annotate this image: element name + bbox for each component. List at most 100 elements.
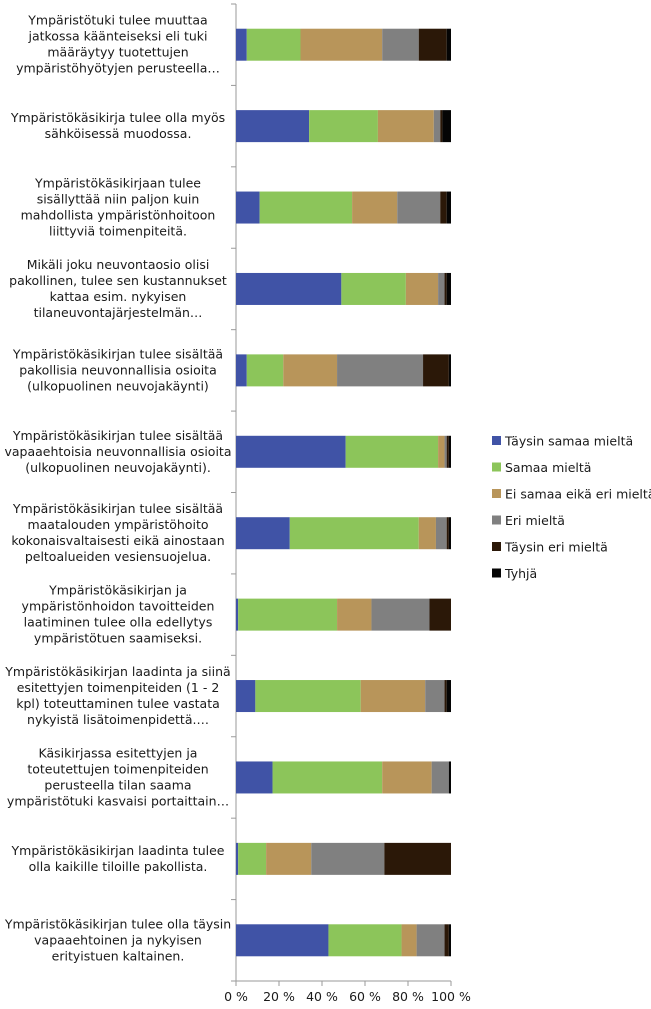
bar-segment [289, 517, 419, 550]
legend-swatch [492, 436, 501, 445]
category-label: pakollinen, tulee sen kustannukset [9, 273, 227, 288]
bar-segment [255, 680, 361, 713]
bar-segment [371, 598, 430, 631]
bar-segment [236, 191, 260, 224]
category-label: liittyviä toimenpiteitä. [49, 224, 187, 239]
legend-swatch [492, 568, 501, 578]
bar-segment [236, 761, 273, 794]
bar-segment [444, 680, 447, 713]
bar-segment [337, 598, 372, 631]
category-label: Ympäristökäsikirjaan tulee [34, 176, 201, 191]
bar-segment [435, 517, 447, 550]
legend-swatch [492, 462, 501, 472]
category-label: (ulkopuolinen neuvojakäynti) [27, 378, 209, 393]
category-label: toteutettujen toimenpiteiden [27, 761, 208, 776]
bar-segment [283, 354, 338, 387]
category-label: sähköisessä muodossa. [45, 126, 192, 141]
x-tick-label: 80 % [392, 989, 424, 1004]
bar-segment [238, 842, 267, 875]
bar-segment [440, 110, 443, 143]
category-label: Käsikirjassa esitettyjen ja [39, 745, 198, 760]
bar-segment [236, 517, 290, 550]
x-tick-label: 40 % [306, 989, 338, 1004]
category-label: Ympäristökäsikirjan tulee sisältää [12, 501, 223, 516]
bar-segment [246, 354, 284, 387]
bar-segment [444, 924, 449, 957]
bar-segment [236, 272, 342, 305]
category-label: Mikäli joku neuvontaosio olisi [27, 257, 210, 272]
category-label: tilaneuvontajärjestelmän… [34, 305, 203, 320]
legend-label: Samaa mieltä [505, 460, 591, 475]
x-tick-label: 20 % [263, 989, 295, 1004]
bar-segment [405, 272, 439, 305]
category-label: Ympäristökäsikirjan laadinta ja siinä [4, 664, 230, 679]
axis-layer [231, 3, 452, 986]
category-label: erityistuen kaltainen. [52, 948, 185, 963]
bar-segment [352, 191, 398, 224]
category-label: Ympäristökäsikirjan tulee olla täysin [4, 916, 231, 931]
category-label: sisällyttää niin paljon kuin [37, 192, 200, 207]
bar-segment [236, 110, 310, 143]
bar-segment [345, 435, 439, 468]
category-label: esitettyjen toimenpiteiden (1 - 2 [17, 680, 220, 695]
category-label: ympäristötuen saamiseksi. [34, 631, 202, 646]
category-label: Ympäristökäsikirja tulee olla myös [10, 110, 225, 125]
bar-segment [236, 598, 239, 631]
bar-segment [438, 435, 445, 468]
bar-segment [272, 761, 383, 794]
bar-segment [418, 517, 436, 550]
bar-segment [446, 435, 449, 468]
bar-segment [401, 924, 417, 957]
x-tick-label: 60 % [349, 989, 381, 1004]
bar-segment [438, 272, 445, 305]
bar-segment [236, 924, 329, 957]
bar-segment [309, 110, 378, 143]
category-label: vapaaehtoinen ja nykyisen [34, 932, 202, 947]
category-label: pakollisia neuvonnallisia osioita [19, 362, 217, 377]
bar-segment [311, 842, 385, 875]
bar-segment [238, 598, 338, 631]
category-label: Ympäristökäsikirjan tulee sisältää [12, 346, 223, 361]
category-label: mahdollista ympäristönhoitoon [21, 208, 216, 223]
bar-segment [442, 110, 451, 143]
category-label: Ympäristökäsikirjan laadinta tulee [11, 843, 225, 858]
x-tick-label: 0 % [224, 989, 248, 1004]
category-label: Ympäristökäsikirjan ja [48, 583, 187, 598]
category-label: kokonaisvaltaisesti eikä ainostaan [11, 533, 224, 548]
bar-segment [448, 435, 451, 468]
bar-segment [382, 28, 419, 61]
category-label: maatalouden ympäristöhoito [27, 517, 208, 532]
bar-segment [266, 842, 312, 875]
bar-segment [448, 354, 451, 387]
category-label: olla kaikille tiloille pakollista. [29, 859, 208, 874]
bar-segment [448, 924, 451, 957]
legend-label: Tyhjä [504, 566, 537, 581]
legend: Täysin samaa mieltä Samaa mieltä Ei samaa … [492, 434, 651, 581]
bar-segment [416, 924, 445, 957]
bar-segment [236, 842, 239, 875]
bar-segment [397, 191, 441, 224]
category-label: jatkossa käänteiseksi eli tuki [27, 29, 207, 44]
bar-segment [259, 191, 353, 224]
legend-swatch [492, 515, 501, 525]
x-tick-labels: 0 % 20 % 40 % 60 % 80 % 100 % [224, 989, 471, 1004]
bar-segment [328, 924, 402, 957]
legend-label: Täysin eri mieltä [504, 540, 608, 555]
category-label: ympäristötuki kasvaisi portaittain… [7, 793, 229, 808]
legend-swatch [492, 542, 501, 551]
bar-segment [382, 761, 432, 794]
legend-label: Täysin samaa mieltä [504, 434, 633, 449]
bars-layer [236, 28, 451, 957]
category-label: Ympäristötuki tulee muuttaa [27, 13, 207, 28]
x-tick-label: 100 % [431, 989, 471, 1004]
bar-segment [236, 435, 346, 468]
bar-segment [440, 191, 447, 224]
bar-segment [446, 517, 449, 550]
category-label: Ympäristökäsikirjan tulee sisältää [12, 428, 223, 443]
bar-segment [446, 680, 451, 713]
legend-label: Ei samaa eikä eri mieltä [505, 487, 651, 502]
bar-segment [429, 598, 451, 631]
category-label: ympäristöhyötyjen perusteella… [16, 61, 220, 76]
